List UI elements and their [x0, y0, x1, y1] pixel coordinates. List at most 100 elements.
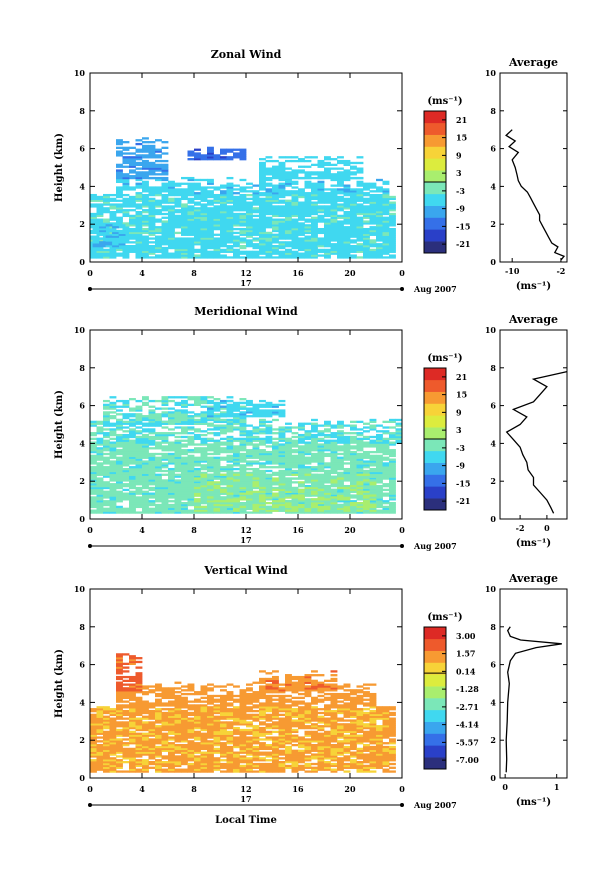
heatmap-cell	[233, 188, 240, 190]
heatmap-cell	[214, 194, 221, 196]
heatmap-cell	[350, 188, 357, 190]
heatmap-cell	[240, 438, 247, 440]
heatmap-cell	[103, 706, 110, 708]
heatmap-cell	[272, 477, 279, 479]
heatmap-cell	[175, 396, 182, 398]
heatmap-cell	[337, 453, 344, 455]
heatmap-cell	[220, 190, 227, 192]
heatmap-cell	[324, 498, 331, 500]
heatmap-cell	[396, 428, 403, 430]
heatmap-cell	[214, 406, 221, 408]
x-tick-label: 20	[344, 525, 356, 535]
x-tick-label: 0	[399, 525, 405, 535]
heatmap-cell	[227, 205, 234, 207]
heatmap-cell	[285, 438, 292, 440]
heatmap-cell	[331, 479, 338, 481]
heatmap-cell	[233, 483, 240, 485]
heatmap-cell	[311, 453, 318, 455]
heatmap-cell	[194, 202, 201, 204]
heatmap-cell	[194, 192, 201, 194]
heatmap-cell	[116, 449, 123, 451]
heatmap-cell	[259, 404, 266, 406]
heatmap-cell	[110, 438, 117, 440]
heatmap-cell	[90, 510, 97, 512]
colorbar-swatch	[424, 241, 446, 253]
heatmap-cell	[155, 149, 162, 151]
heatmap-cell	[318, 249, 325, 251]
heatmap-cell	[110, 708, 117, 710]
heatmap-cell	[357, 506, 364, 508]
heatmap-cell	[162, 183, 169, 185]
heatmap-cell	[246, 400, 253, 402]
heatmap-cell	[168, 205, 175, 207]
heatmap-field	[90, 396, 402, 514]
heatmap-cell	[162, 194, 169, 196]
heatmap-cell	[207, 423, 214, 425]
day-label: 17	[240, 535, 251, 545]
heatmap-cell	[188, 432, 195, 434]
heatmap-cell	[110, 211, 117, 213]
heatmap-cell	[363, 205, 370, 207]
heatmap-cell	[168, 742, 175, 744]
heatmap-cell	[227, 156, 234, 158]
heatmap-cell	[311, 419, 318, 421]
heatmap-cell	[149, 241, 156, 243]
heatmap-cell	[259, 400, 266, 402]
heatmap-cell	[103, 466, 110, 468]
heatmap-cell	[155, 236, 162, 238]
colorbar-tick-label: 9	[456, 150, 462, 160]
heatmap-cell	[259, 158, 266, 160]
heatmap-cell	[129, 419, 136, 421]
heatmap-cell	[324, 192, 331, 194]
heatmap-cell	[363, 436, 370, 438]
heatmap-cell	[253, 460, 260, 462]
heatmap-cell	[162, 205, 169, 207]
heatmap-cell	[116, 150, 123, 152]
heatmap-cell	[220, 500, 227, 502]
colorbar-tick-label: 9	[456, 407, 462, 417]
heatmap-cell	[136, 400, 143, 402]
heatmap-cell	[188, 198, 195, 200]
colorbar-swatch	[424, 123, 446, 135]
heatmap-cell	[305, 423, 312, 425]
heatmap-cell	[272, 489, 279, 491]
heatmap-cell	[383, 426, 390, 428]
heatmap-cell	[305, 192, 312, 194]
heatmap-cell	[266, 506, 273, 508]
heatmap-cell	[123, 770, 130, 772]
heatmap-cell	[311, 491, 318, 493]
heatmap-cell	[266, 479, 273, 481]
heatmap-cell	[142, 759, 149, 761]
heatmap-cell	[350, 436, 357, 438]
heatmap-cell	[188, 411, 195, 413]
heatmap-cell	[175, 479, 182, 481]
heatmap-cell	[259, 438, 266, 440]
heatmap-cell	[123, 430, 130, 432]
heatmap-cell	[162, 445, 169, 447]
heatmap-cell	[155, 708, 162, 710]
heatmap-cell	[119, 239, 126, 241]
heatmap-cell	[142, 415, 149, 417]
heatmap-cell	[201, 396, 208, 398]
heatmap-cell	[116, 409, 123, 411]
heatmap-cell	[103, 457, 110, 459]
heatmap-cell	[259, 449, 266, 451]
heatmap-cell	[253, 185, 260, 187]
heatmap-cell	[90, 466, 97, 468]
heatmap-cell	[188, 426, 195, 428]
heatmap-cell	[99, 237, 106, 239]
average-y-tick-label: 0	[490, 514, 496, 524]
heatmap-cell	[311, 156, 318, 158]
heatmap-cell	[116, 253, 123, 255]
heatmap-cell	[97, 426, 104, 428]
heatmap-cell	[318, 506, 325, 508]
heatmap-cell	[207, 481, 214, 483]
heatmap-cell	[233, 438, 240, 440]
heatmap-cell	[311, 202, 318, 204]
heatmap-cell	[136, 413, 143, 415]
heatmap-cell	[106, 224, 113, 226]
heatmap-cell	[136, 162, 143, 164]
heatmap-cell	[246, 407, 253, 409]
x-tick-label: 0	[87, 525, 93, 535]
colorbar-swatch	[424, 439, 446, 451]
